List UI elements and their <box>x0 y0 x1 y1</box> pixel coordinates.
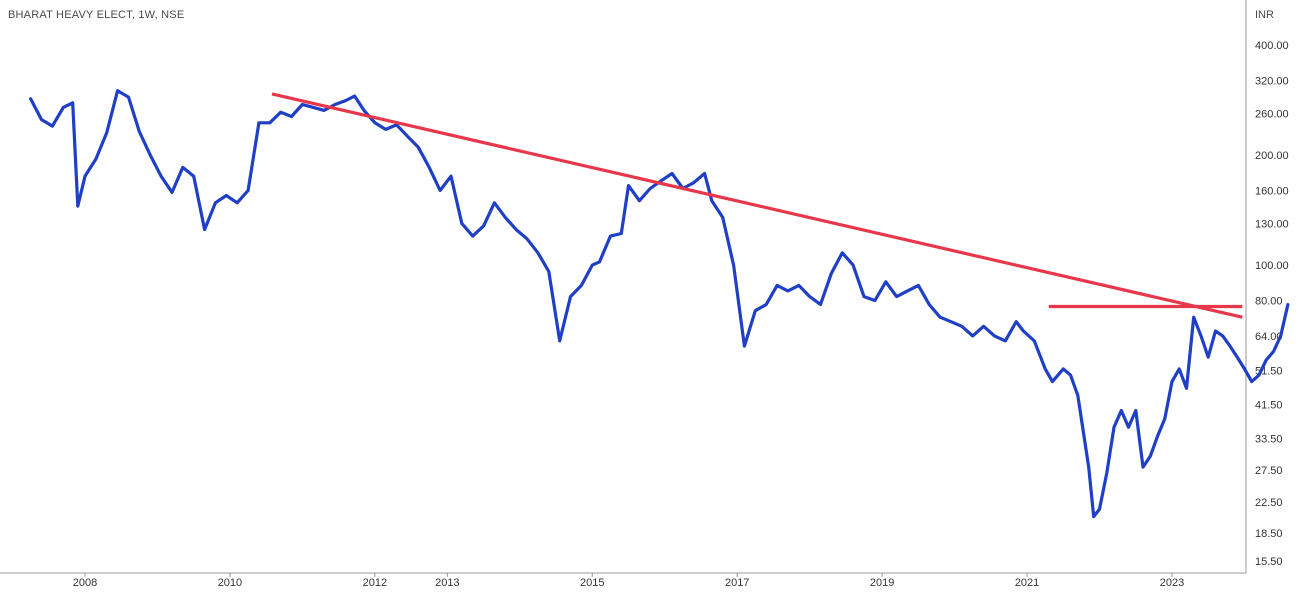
y-tick-label: 320.00 <box>1255 75 1289 87</box>
y-tick-label: 80.00 <box>1255 295 1283 307</box>
y-tick-label: 22.50 <box>1255 497 1283 509</box>
y-tick-label: 33.50 <box>1255 434 1283 446</box>
price-series-line <box>29 89 1290 519</box>
x-tick-label: 2012 <box>363 577 387 589</box>
y-tick-label: 41.50 <box>1255 400 1283 412</box>
y-tick-label: 160.00 <box>1255 185 1289 197</box>
y-tick-label: 64.00 <box>1255 331 1283 343</box>
y-axis-ticks: 400.00 320.00 260.00 200.00 160.00 130.00 100.… <box>1255 40 1289 568</box>
chart-title: BHARAT HEAVY ELECT, 1W, NSE <box>8 9 185 21</box>
currency-label: INR <box>1255 9 1274 21</box>
x-tick-label: 2013 <box>435 577 459 589</box>
x-tick-label: 2017 <box>725 577 749 589</box>
x-tick-label: 2010 <box>218 577 242 589</box>
trendline-layer <box>271 92 1243 319</box>
y-tick-label: 130.00 <box>1255 218 1289 230</box>
y-tick-label: 15.50 <box>1255 556 1283 568</box>
x-tick-label: 2023 <box>1160 577 1184 589</box>
x-tick-label: 2015 <box>580 577 604 589</box>
y-tick-label: 18.50 <box>1255 528 1283 540</box>
series-layer <box>29 89 1290 519</box>
x-tick-label: 2021 <box>1015 577 1039 589</box>
y-tick-label: 100.00 <box>1255 260 1289 272</box>
falling-resistance-trendline <box>271 92 1243 319</box>
y-tick-label: 200.00 <box>1255 150 1289 162</box>
y-tick-label: 27.50 <box>1255 465 1283 477</box>
x-tick-label: 2019 <box>870 577 894 589</box>
x-tick-label: 2008 <box>73 577 97 589</box>
y-tick-label: 260.00 <box>1255 108 1289 120</box>
x-axis-ticks: 2008 2010 2012 2013 2015 2017 2019 2021 2023 <box>73 573 1184 589</box>
y-tick-label: 400.00 <box>1255 40 1289 52</box>
